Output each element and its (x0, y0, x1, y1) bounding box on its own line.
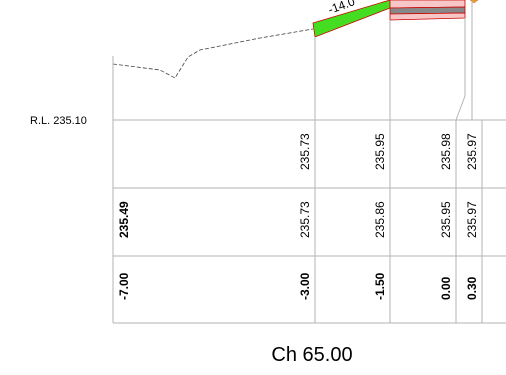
existing-level: 235.97 (465, 201, 479, 238)
orange-edge-mark (469, 0, 479, 4)
setout-line (455, 95, 466, 121)
existing-ground-line (112, 28, 314, 79)
subgrade-layer (389, 12, 466, 21)
existing-level: 235.86 (373, 201, 387, 238)
offset-value: 0.30 (465, 276, 479, 300)
offset-value: 0.00 (439, 276, 453, 300)
datum-label: R.L. 235.10 (30, 115, 87, 127)
offset-value: -7.00 (117, 272, 131, 300)
existing-level: 235.73 (298, 201, 312, 238)
existing-level: 235.95 (439, 201, 453, 238)
existing-level: 235.49 (117, 201, 131, 238)
design-level: 235.95 (373, 133, 387, 170)
offset-value: -3.00 (298, 272, 312, 300)
chainage-label: Ch 65.00 (271, 344, 352, 366)
design-level: 235.73 (298, 133, 312, 170)
offset-value: -1.50 (373, 272, 387, 300)
design-level: 235.97 (465, 133, 479, 170)
design-level: 235.98 (439, 133, 453, 170)
